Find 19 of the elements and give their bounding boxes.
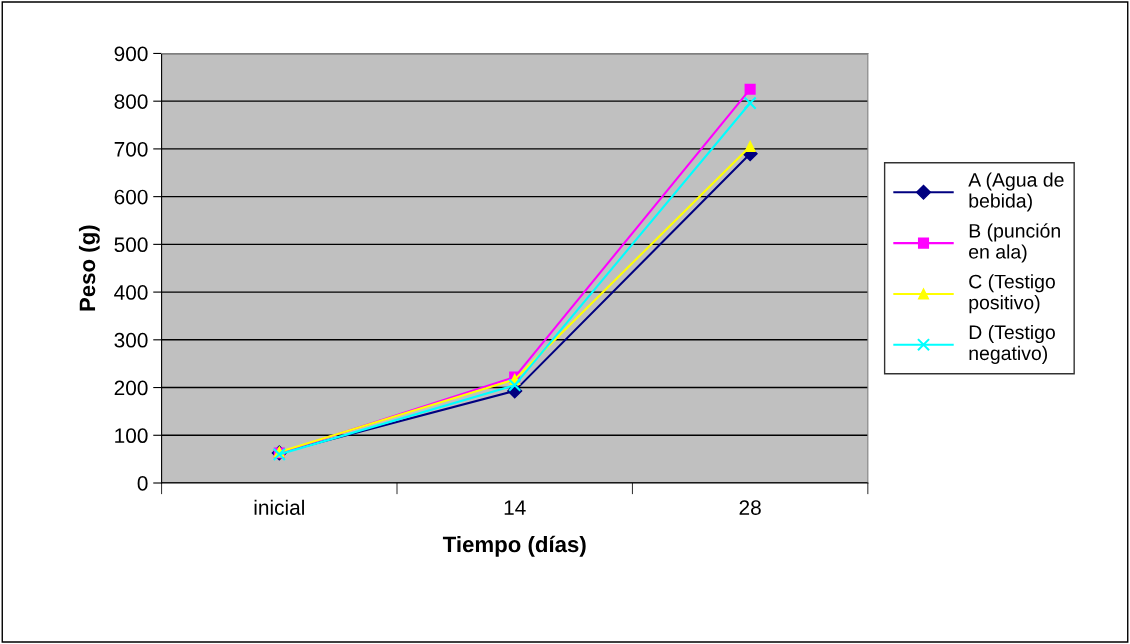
legend-label: A (Agua de bebida): [968, 172, 1064, 212]
x-tick-label: 14: [504, 500, 526, 515]
y-tick-label: 400: [114, 285, 148, 300]
legend-label: B (punción en ala): [969, 223, 1060, 263]
y-tick-label: 700: [114, 141, 148, 157]
x-axis-title: Tiempo (días): [442, 535, 586, 557]
x-tick-label: inicial: [254, 499, 304, 515]
y-tick-label: 900: [114, 46, 148, 62]
y-tick-label: 100: [115, 428, 148, 444]
y-tick-label: 300: [114, 332, 148, 348]
y-axis-title: Peso (g): [78, 225, 100, 311]
y-tick-label: 800: [114, 94, 148, 109]
y-tick-label: 200: [114, 380, 148, 396]
y-tick-label: 600: [114, 189, 148, 205]
y-tick-label: 500: [114, 237, 148, 253]
legend-label: C (Testigo positivo): [969, 274, 1055, 314]
x-tick-label: 28: [739, 500, 761, 515]
legend-label: D (Testigo negativo): [969, 324, 1055, 364]
y-tick-label: 0: [137, 476, 148, 491]
